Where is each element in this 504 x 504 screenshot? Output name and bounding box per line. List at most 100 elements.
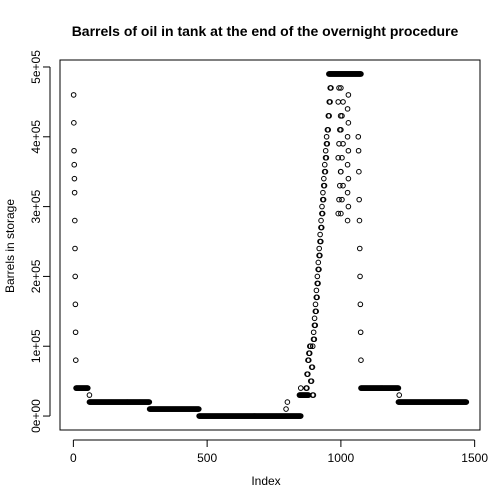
data-point: [320, 189, 326, 196]
data-point: [344, 161, 351, 168]
data-point: [305, 357, 312, 363]
data-point: [316, 245, 323, 252]
data-point: [317, 231, 323, 238]
data-point: [321, 182, 328, 189]
data-point: [336, 196, 342, 203]
data-point: [324, 140, 331, 147]
data-point: [396, 392, 403, 398]
data-point: [326, 113, 332, 119]
data-point: [71, 189, 78, 196]
data-point: [72, 245, 78, 252]
data-point: [284, 399, 291, 405]
data-point: [86, 392, 93, 398]
data-point: [312, 301, 319, 308]
data-point: [335, 210, 342, 217]
data-point: [70, 92, 77, 98]
data-point: [322, 147, 329, 154]
data-point: [355, 133, 362, 140]
data-point: [323, 133, 330, 140]
data-point: [345, 92, 352, 98]
data-point: [306, 350, 313, 357]
x-tick-label: 0: [70, 451, 77, 465]
data-point: [85, 385, 91, 391]
data-point: [319, 203, 325, 210]
x-tick-label: 1500: [461, 451, 488, 465]
data-point: [71, 147, 77, 154]
data-point: [305, 371, 311, 377]
chart-title: Barrels of oil in tank at the end of the…: [72, 23, 459, 39]
data-point: [72, 217, 78, 224]
data-point: [146, 399, 153, 405]
data-point: [344, 217, 351, 224]
data-point: [72, 273, 78, 280]
x-axis-label: Index: [251, 474, 280, 488]
data-point: [335, 154, 342, 161]
data-point: [344, 189, 351, 196]
data-point: [345, 147, 352, 154]
data-point: [313, 287, 320, 294]
data-point: [308, 378, 315, 384]
data-point: [339, 154, 345, 161]
data-point: [315, 280, 321, 287]
data-point: [357, 273, 363, 280]
data-point: [321, 175, 327, 182]
data-point: [345, 120, 352, 126]
data-point: [321, 161, 328, 168]
data-point: [314, 294, 320, 301]
data-point: [344, 106, 351, 112]
data-point: [356, 245, 363, 252]
y-tick-label: 4e+05: [29, 120, 43, 154]
data-point: [283, 406, 289, 412]
data-point: [320, 196, 327, 203]
data-point: [335, 99, 342, 105]
data-point: [322, 168, 329, 175]
data-point: [71, 120, 77, 126]
data-point: [357, 329, 364, 336]
plot-frame: [59, 59, 481, 431]
data-point: [297, 385, 304, 391]
data-point: [356, 168, 362, 175]
y-tick-label: 5e+05: [29, 50, 43, 84]
data-point: [314, 273, 321, 280]
data-point: [338, 168, 344, 175]
data-point: [339, 196, 345, 203]
x-tick-label: 500: [197, 451, 217, 465]
data-point: [310, 329, 317, 336]
data-point: [311, 336, 318, 343]
y-tick-label: 0e+00: [29, 399, 43, 433]
data-point: [307, 343, 314, 350]
data-point: [340, 182, 346, 189]
y-tick-label: 2e+05: [29, 259, 43, 293]
data-point: [338, 210, 344, 217]
data-point: [340, 140, 346, 147]
data-point: [338, 85, 344, 91]
data-point: [312, 322, 319, 329]
data-point: [345, 175, 352, 182]
data-point: [339, 113, 345, 119]
data-points: [70, 71, 470, 419]
data-point: [319, 210, 326, 217]
y-tick-label: 1e+05: [29, 329, 43, 363]
data-point: [309, 364, 316, 370]
data-point: [304, 385, 310, 391]
data-point: [327, 99, 333, 105]
data-point: [72, 329, 79, 336]
data-point: [72, 301, 79, 308]
data-point: [358, 71, 364, 77]
data-point: [317, 252, 323, 259]
y-tick-label: 3e+05: [29, 189, 43, 223]
data-point: [71, 161, 78, 168]
data-point: [310, 392, 317, 398]
data-point: [309, 343, 316, 350]
data-point: [71, 175, 78, 182]
data-point: [316, 266, 322, 273]
data-point: [196, 406, 202, 412]
data-point: [345, 203, 352, 210]
data-point: [318, 217, 324, 224]
data-point: [395, 385, 402, 391]
data-point: [72, 357, 79, 363]
y-axis: 0e+00 1e+05 2e+05 3e+05 4e+05 5e+05: [29, 50, 51, 433]
data-point: [337, 182, 343, 189]
